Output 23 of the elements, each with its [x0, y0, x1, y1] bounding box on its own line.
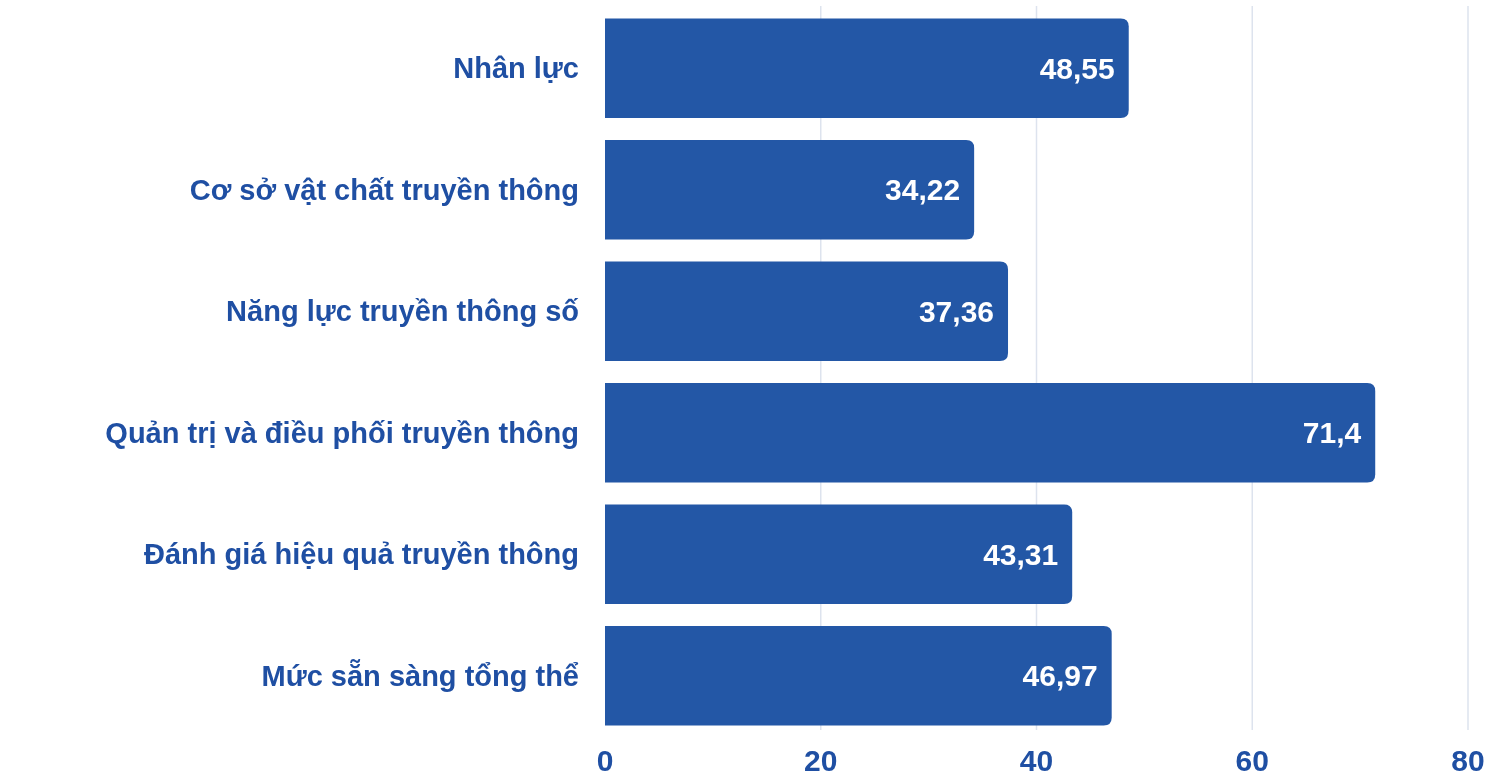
y-tick-label: Quản trị và điều phối truyền thông: [105, 416, 579, 449]
y-tick-label: Đánh giá hiệu quả truyền thông: [144, 538, 579, 571]
x-tick-label: 60: [1235, 744, 1269, 775]
bar: [605, 382, 1376, 483]
data-label: 37,36: [918, 294, 995, 328]
y-tick-label: Năng lực truyền thông số: [226, 295, 579, 328]
x-tick-label: 0: [596, 744, 614, 775]
x-tick-label: 20: [804, 744, 838, 775]
x-tick-label: 40: [1019, 744, 1054, 775]
bar: [605, 139, 975, 240]
data-label: 48,55: [1039, 51, 1115, 85]
y-tick-label: Mức sẵn sàng tổng thể: [261, 658, 579, 692]
bar: [605, 18, 1129, 119]
bar: [605, 625, 1112, 726]
bar: [605, 261, 1009, 362]
y-tick-label: Nhân lực: [453, 52, 579, 85]
y-tick-label: Cơ sở vật chất truyền thông: [189, 173, 579, 206]
data-label: 43,31: [983, 537, 1059, 571]
data-label: 34,22: [885, 173, 961, 207]
x-tick-label: 80: [1451, 744, 1485, 775]
data-label: 71,4: [1302, 416, 1362, 450]
data-label: 46,97: [1022, 659, 1098, 693]
bar: [605, 504, 1073, 605]
